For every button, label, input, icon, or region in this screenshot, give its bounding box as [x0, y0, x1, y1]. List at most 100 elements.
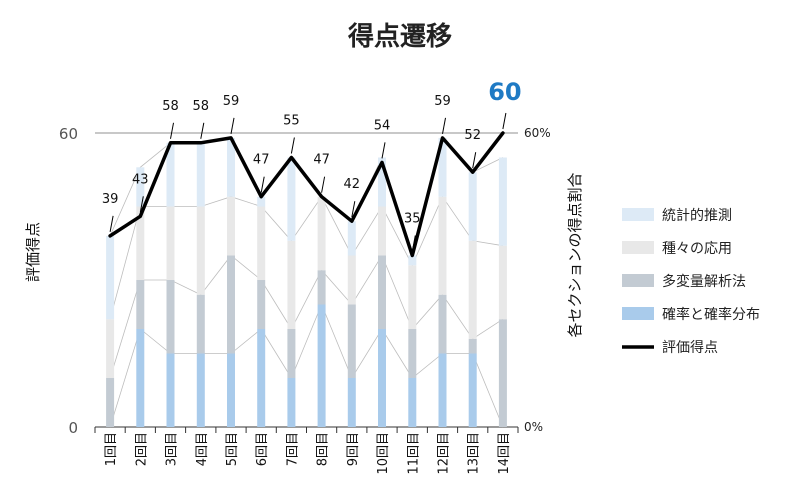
- legend: 統計的推測 種々の応用 多変量解析法 確率と確率分布 評価得点: [622, 208, 760, 356]
- x-tick-labels: 1回目 2回目 3回目 4回目 5回目 6回目 7回目 8回目 9回目 10回目 11回目 12回目 1…: [94, 427, 519, 475]
- data-label: 54: [374, 118, 391, 133]
- x-tick-label: 11回目: [406, 432, 421, 475]
- x-tick-label: 13回目: [467, 432, 482, 475]
- x-tick-label: 4回目: [195, 432, 210, 466]
- bar-segment: [498, 157, 507, 246]
- x-tick-label: 3回目: [165, 432, 180, 466]
- bar-segment: [378, 206, 386, 256]
- bar-segment: [408, 329, 417, 378]
- bar-segment: [317, 304, 326, 427]
- data-label-leader: [260, 176, 265, 193]
- bar-segment: [227, 137, 235, 197]
- bar-segment: [347, 304, 356, 378]
- data-label: 42: [344, 177, 361, 192]
- series-connector: [109, 303, 504, 428]
- bar-segment: [378, 329, 386, 427]
- score-line-path: [108, 131, 505, 258]
- data-label-leader: [411, 235, 416, 252]
- bar-segment: [257, 196, 266, 207]
- bar-segment: [438, 353, 447, 427]
- data-label: 52: [464, 128, 481, 143]
- bar-segment: [136, 280, 145, 329]
- data-label-leader: [230, 117, 235, 134]
- data-label-leader: [321, 176, 326, 193]
- data-label-leader: [139, 196, 144, 213]
- data-label: 43: [132, 172, 149, 187]
- bar-segment: [227, 255, 235, 354]
- data-labels: 39 43 58 58 59 47 55 47 42 54 35 59 52 60: [102, 78, 522, 252]
- bar-segment: [196, 353, 205, 427]
- x-tick-label: 7回目: [285, 432, 300, 466]
- x-tick-label: 6回目: [255, 432, 270, 466]
- bar-segment: [136, 167, 145, 207]
- legend-swatch-inference: [622, 208, 654, 221]
- x-tick-label: 8回目: [316, 432, 331, 466]
- bar-segment: [438, 137, 447, 197]
- data-label: 60: [488, 78, 521, 106]
- bar-segment: [468, 353, 477, 427]
- bar-segment: [438, 294, 447, 354]
- x-tick-label: 5回目: [225, 432, 240, 466]
- bar-segment: [378, 255, 386, 329]
- y-tick-min: 0: [68, 419, 78, 437]
- bar-segment: [468, 240, 477, 339]
- legend-label-probability: 確率と確率分布: [662, 306, 760, 323]
- score-line: [108, 131, 505, 258]
- bar-segment: [287, 240, 296, 329]
- bar-segment: [347, 255, 356, 305]
- bar-segment: [166, 280, 175, 354]
- data-label: 58: [162, 99, 179, 114]
- data-label-leader: [381, 142, 386, 159]
- legend-swatch-applications: [622, 241, 654, 254]
- bar-segment: [408, 378, 417, 427]
- x-tick-label: 14回目: [497, 432, 512, 475]
- bar-segment: [408, 255, 417, 266]
- bar-segment: [378, 157, 386, 207]
- bar-segment: [196, 294, 205, 354]
- bar-series: [106, 137, 507, 427]
- x-tick-label: 1回目: [104, 432, 119, 466]
- bar-segment: [257, 206, 266, 280]
- data-label-leader: [200, 122, 205, 139]
- bar-segment: [106, 319, 115, 378]
- bar-segment: [227, 196, 235, 256]
- bar-segment: [468, 338, 477, 354]
- legend-label-score: 評価得点: [662, 339, 718, 356]
- data-label-leader: [442, 117, 446, 134]
- bar-segment: [498, 245, 507, 320]
- bar-segment: [317, 270, 326, 305]
- series-connector: [109, 254, 504, 379]
- bar-segment: [136, 329, 145, 427]
- bar-segment: [196, 206, 205, 295]
- bar-segment: [106, 235, 115, 320]
- bar-segment: [227, 353, 235, 427]
- data-label: 59: [223, 94, 240, 109]
- data-label: 35: [404, 212, 421, 227]
- bar-segment: [257, 280, 266, 329]
- bar-segment: [287, 329, 296, 378]
- bar-segment: [347, 378, 356, 427]
- bar-segment: [257, 329, 266, 427]
- y-right-tick-min: 0%: [524, 420, 543, 434]
- bar-segment: [468, 172, 477, 241]
- bar-segment: [166, 142, 175, 207]
- bar-segment: [408, 265, 417, 329]
- data-label: 47: [253, 153, 270, 168]
- y-axis-label: 評価得点: [24, 222, 42, 282]
- data-label-leader: [170, 122, 174, 139]
- x-tick-label: 2回目: [134, 432, 149, 466]
- x-tick-label: 12回目: [437, 432, 452, 475]
- bar-segment: [498, 319, 507, 427]
- legend-swatch-multivariate: [622, 274, 654, 287]
- data-label: 47: [313, 153, 330, 168]
- data-label-leader: [290, 137, 295, 154]
- bar-segment: [166, 206, 175, 280]
- data-label: 58: [193, 99, 210, 114]
- data-label: 59: [434, 94, 451, 109]
- bar-segment: [287, 378, 296, 427]
- bar-segment: [347, 221, 356, 256]
- bar-segment: [106, 378, 115, 427]
- bar-segment: [438, 196, 447, 295]
- data-label-leader: [472, 152, 477, 169]
- data-label-leader: [351, 201, 356, 218]
